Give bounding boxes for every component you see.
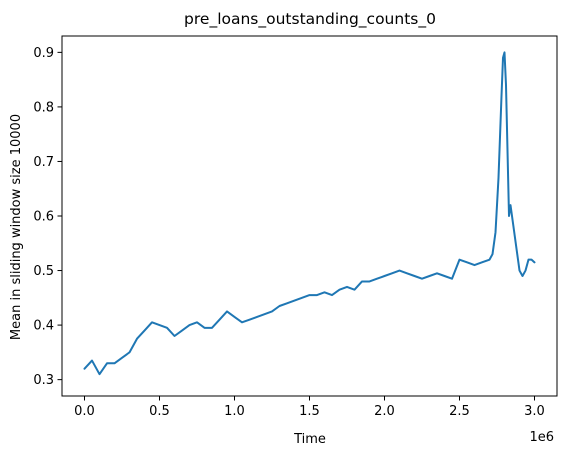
y-tick-label: 0.9 [33, 46, 54, 61]
x-axis-offset-text: 1e6 [529, 430, 554, 445]
x-tick-label: 0.0 [74, 404, 95, 419]
series-line-0 [85, 52, 535, 374]
y-tick-label: 0.8 [33, 100, 54, 115]
plot-layer [85, 52, 535, 374]
x-axis-label: Time [293, 432, 326, 447]
x-tick-label: 2.0 [374, 404, 395, 419]
y-tick-label: 0.5 [33, 264, 54, 279]
x-tick-label: 0.5 [149, 404, 170, 419]
x-tick-label: 2.5 [449, 404, 470, 419]
y-axis-label: Mean in sliding window size 10000 [9, 114, 24, 340]
x-tick-label: 1.5 [299, 404, 320, 419]
y-tick-label: 0.6 [33, 210, 54, 225]
axes-layer: 0.0 0.5 1.0 1.5 2.0 2.5 3.0 0.3 0.4 0.5 0.6 0.7 0.8 0… [33, 36, 557, 419]
x-tick-label: 1.0 [224, 404, 245, 419]
x-tick-label: 3.0 [524, 404, 545, 419]
y-tick-label: 0.7 [33, 155, 54, 170]
chart-title: pre_loans_outstanding_counts_0 [184, 10, 436, 29]
y-tick-label: 0.4 [33, 319, 54, 334]
y-tick-label: 0.3 [33, 373, 54, 388]
